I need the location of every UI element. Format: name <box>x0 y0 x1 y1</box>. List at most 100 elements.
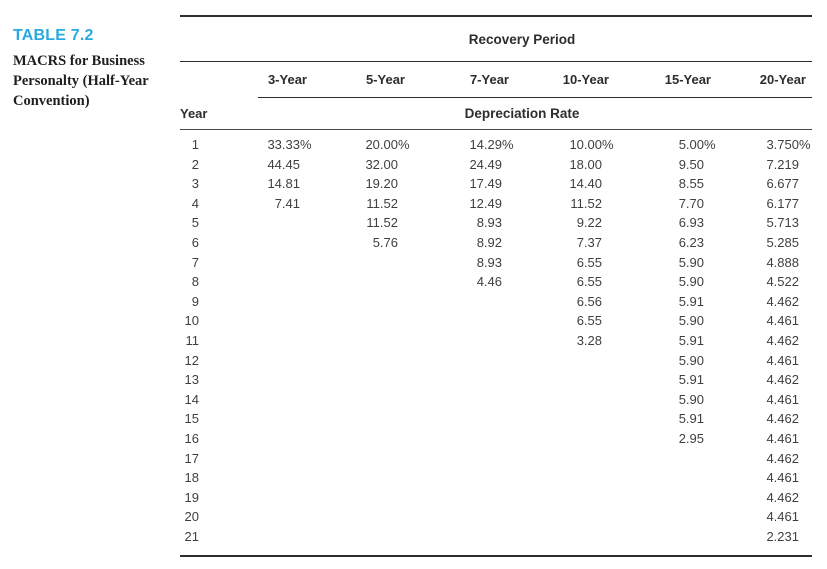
rate-value <box>313 292 398 312</box>
table-title-line: MACRS for Business <box>13 53 145 69</box>
rate-cell: 44.45 <box>213 155 313 175</box>
rate-value <box>313 488 398 508</box>
percent-sign <box>300 213 313 233</box>
percent-sign <box>799 409 812 429</box>
rate-cell <box>313 390 411 410</box>
percent-sign <box>704 253 717 273</box>
rate-cell: 32.00 <box>313 155 411 175</box>
percent-sign <box>398 174 411 194</box>
rate-cell <box>213 292 313 312</box>
rate-cell <box>213 233 313 253</box>
rate-value: 6.55 <box>576 274 602 290</box>
rate-value: 6.177 <box>766 195 799 211</box>
year-cell: 5 <box>191 215 199 231</box>
rate-cell <box>213 409 313 429</box>
percent-sign <box>398 331 411 351</box>
percent-sign <box>704 272 717 292</box>
rate-cell <box>411 311 515 331</box>
rate-cell: 6.23 <box>615 233 717 253</box>
percent-sign <box>300 292 313 312</box>
year-cell: 15 <box>184 411 199 427</box>
percent-sign <box>502 331 515 351</box>
percent-sign <box>398 272 411 292</box>
year-cell: 18 <box>184 470 199 486</box>
rate-cell: 12.49 <box>411 194 515 214</box>
rate-value: 4.462 <box>766 450 799 466</box>
rate-value <box>515 409 602 429</box>
rate-value: 3.28 <box>576 332 602 348</box>
rate-value <box>313 449 398 469</box>
percent-sign <box>502 174 515 194</box>
percent-sign <box>704 311 717 331</box>
table-row: 8 4.46 6.55 5.90 4.522 <box>180 272 812 292</box>
rate-cell: 5.90 <box>615 253 717 273</box>
rate-value: 4.462 <box>766 293 799 309</box>
rate-value <box>213 311 300 331</box>
rate-cell: 5.91 <box>615 331 717 351</box>
table-row: 20 4.461 <box>180 507 812 527</box>
year-cell: 19 <box>184 489 199 505</box>
rate-cell: 5.00% <box>615 135 717 155</box>
year-cell: 1 <box>191 137 199 152</box>
rate-value <box>313 272 398 292</box>
percent-sign <box>799 449 812 469</box>
rate-cell: 4.46 <box>411 272 515 292</box>
percent-sign <box>704 292 717 312</box>
year-cell: 17 <box>184 450 199 466</box>
rate-cell: 4.461 <box>717 429 812 449</box>
percent-sign <box>799 351 812 371</box>
rate-cell <box>411 331 515 351</box>
percent-sign <box>602 213 615 233</box>
rate-cell: 14.29% <box>411 135 515 155</box>
percent-sign <box>300 311 313 331</box>
rate-cell: 6.55 <box>515 311 615 331</box>
percent-sign <box>502 527 515 547</box>
rate-value: 8.92 <box>476 234 502 250</box>
column-header-20-year: 20-Year <box>759 72 806 87</box>
percent-sign <box>502 488 515 508</box>
table-row: 6 5.76 8.92 7.37 6.23 5.285 <box>180 233 812 253</box>
rate-cell <box>213 507 313 527</box>
rate-cell: 6.55 <box>515 272 615 292</box>
rate-value: 4.461 <box>766 509 799 525</box>
recovery-period-header: Recovery Period <box>468 31 576 47</box>
rate-value: 4.461 <box>766 313 799 329</box>
percent-sign <box>704 331 717 351</box>
rate-cell <box>411 488 515 508</box>
percent-sign <box>602 488 615 508</box>
percent-sign <box>704 527 717 547</box>
rate-value: 7.70 <box>678 195 704 211</box>
rate-cell: 18.00 <box>515 155 615 175</box>
table-row: 2 44.45 32.00 24.49 18.00 9.50 7.219 <box>180 155 812 175</box>
rate-value: 6.55 <box>576 313 602 329</box>
rate-cell <box>213 370 313 390</box>
percent-sign <box>502 292 515 312</box>
percent-sign: % <box>704 137 716 152</box>
rate-value: 14.29 <box>469 137 502 152</box>
rate-cell <box>313 488 411 508</box>
percent-sign <box>799 390 812 410</box>
percent-sign <box>799 253 812 273</box>
rate-cell <box>515 449 615 469</box>
rate-value <box>411 351 502 371</box>
rate-cell <box>515 409 615 429</box>
percent-sign <box>799 429 812 449</box>
percent-sign <box>799 331 812 351</box>
rate-value <box>615 488 704 508</box>
rate-value <box>213 449 300 469</box>
rate-cell <box>515 370 615 390</box>
table-caption: TABLE 7.2 MACRS for Business Personalty … <box>13 27 181 111</box>
table-row: 5 11.52 8.93 9.22 6.93 5.713 <box>180 213 812 233</box>
rate-cell <box>313 253 411 273</box>
percent-sign <box>799 272 812 292</box>
percent-sign <box>602 253 615 273</box>
percent-sign <box>502 449 515 469</box>
rate-value: 4.462 <box>766 332 799 348</box>
percent-sign <box>300 390 313 410</box>
column-header-10-year: 10-Year <box>562 72 609 87</box>
rate-cell: 5.713 <box>717 213 812 233</box>
rate-value: 18.00 <box>569 156 602 172</box>
rate-value <box>411 409 502 429</box>
rate-cell <box>213 527 313 547</box>
rate-value: 14.81 <box>267 176 300 192</box>
